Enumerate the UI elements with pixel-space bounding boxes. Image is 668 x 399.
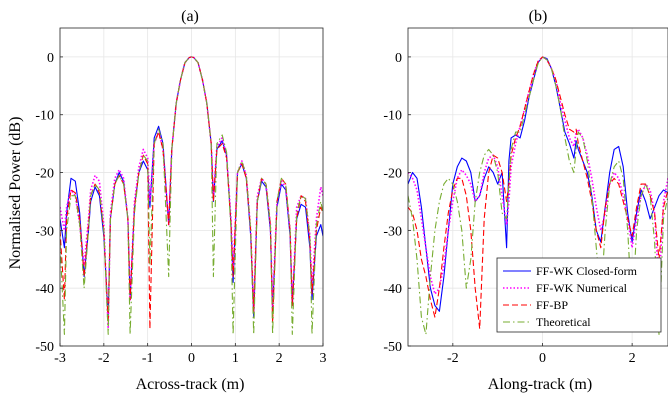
panel-b-x-axis-label: Along-track (m) — [488, 376, 592, 393]
panel-a-y-tick-label: -30 — [35, 224, 54, 239]
panel-b-title: (b) — [529, 8, 548, 25]
panel-a-x-tick-label: -3 — [54, 351, 66, 366]
panel-b-y-tick-label: -20 — [383, 167, 402, 182]
panel-a-y-tick-label: -40 — [35, 282, 54, 297]
panel-a-y-tick-label: -20 — [35, 167, 54, 182]
panel-a-y-tick-label: -10 — [35, 109, 54, 124]
panel-a-series-theoretical — [60, 56, 323, 335]
legend-label-ff-wk-closed-form: FF-WK Closed-form — [536, 264, 638, 278]
panel-b: (b) 0-10-20-30-40-50-2 0 2 Along-track (m) — [383, 8, 668, 393]
panel-b-y-tick-label: -50 — [383, 340, 402, 355]
panel-a-x-tick-label: 0 — [188, 351, 195, 366]
panel-b-x-tick-label: 2 — [629, 351, 636, 366]
panel-a-x-tick-label: 1 — [232, 351, 239, 366]
panel-a-x-tick-label: 3 — [320, 351, 327, 366]
panel-a-ticks: 0-10-20-30-40-50-3 -2 -1 0 1 2 3 — [35, 51, 326, 366]
panel-b-lines — [408, 56, 668, 335]
panel-b-ticks: 0-10-20-30-40-50-2 0 2 — [383, 51, 635, 366]
y-axis-label: Normalised Power (dB) — [7, 117, 24, 270]
panel-b-y-tick-label: 0 — [395, 51, 402, 66]
panel-a-x-tick-label: -2 — [98, 351, 110, 366]
panel-a-y-tick-label: -50 — [35, 340, 54, 355]
panel-a-x-axis-label: Across-track (m) — [136, 376, 245, 393]
panel-a: (a) 0-10-20-30-40-50-3 -2 -1 0 1 2 3 Across-tr… — [35, 8, 326, 393]
legend-label-ff-wk-numerical: FF-WK Numerical — [536, 281, 628, 295]
panel-b-y-tick-label: -40 — [383, 282, 402, 297]
panel-b-x-tick-label: 0 — [539, 351, 546, 366]
panel-b-frame — [407, 27, 668, 347]
panel-a-x-tick-label: 2 — [276, 351, 283, 366]
legend-label-ff-bp: FF-BP — [536, 298, 568, 312]
panel-b-series-theoretical — [408, 56, 668, 335]
panel-a-x-tick-label: -1 — [142, 351, 154, 366]
legend-box — [496, 257, 662, 333]
panel-b-series-ff-bp — [408, 56, 668, 330]
panel-a-lines — [60, 56, 323, 335]
legend: FF-WK Closed-form FF-WK Numerical FF-BP The… — [496, 257, 662, 333]
panel-b-y-tick-label: -10 — [383, 109, 402, 124]
panel-a-y-tick-label: 0 — [47, 51, 54, 66]
legend-label-theoretical: Theoretical — [536, 315, 591, 329]
panel-a-title: (a) — [181, 8, 199, 25]
panel-b-x-tick-label: -2 — [447, 351, 459, 366]
panel-b-y-tick-label: -30 — [383, 224, 402, 239]
